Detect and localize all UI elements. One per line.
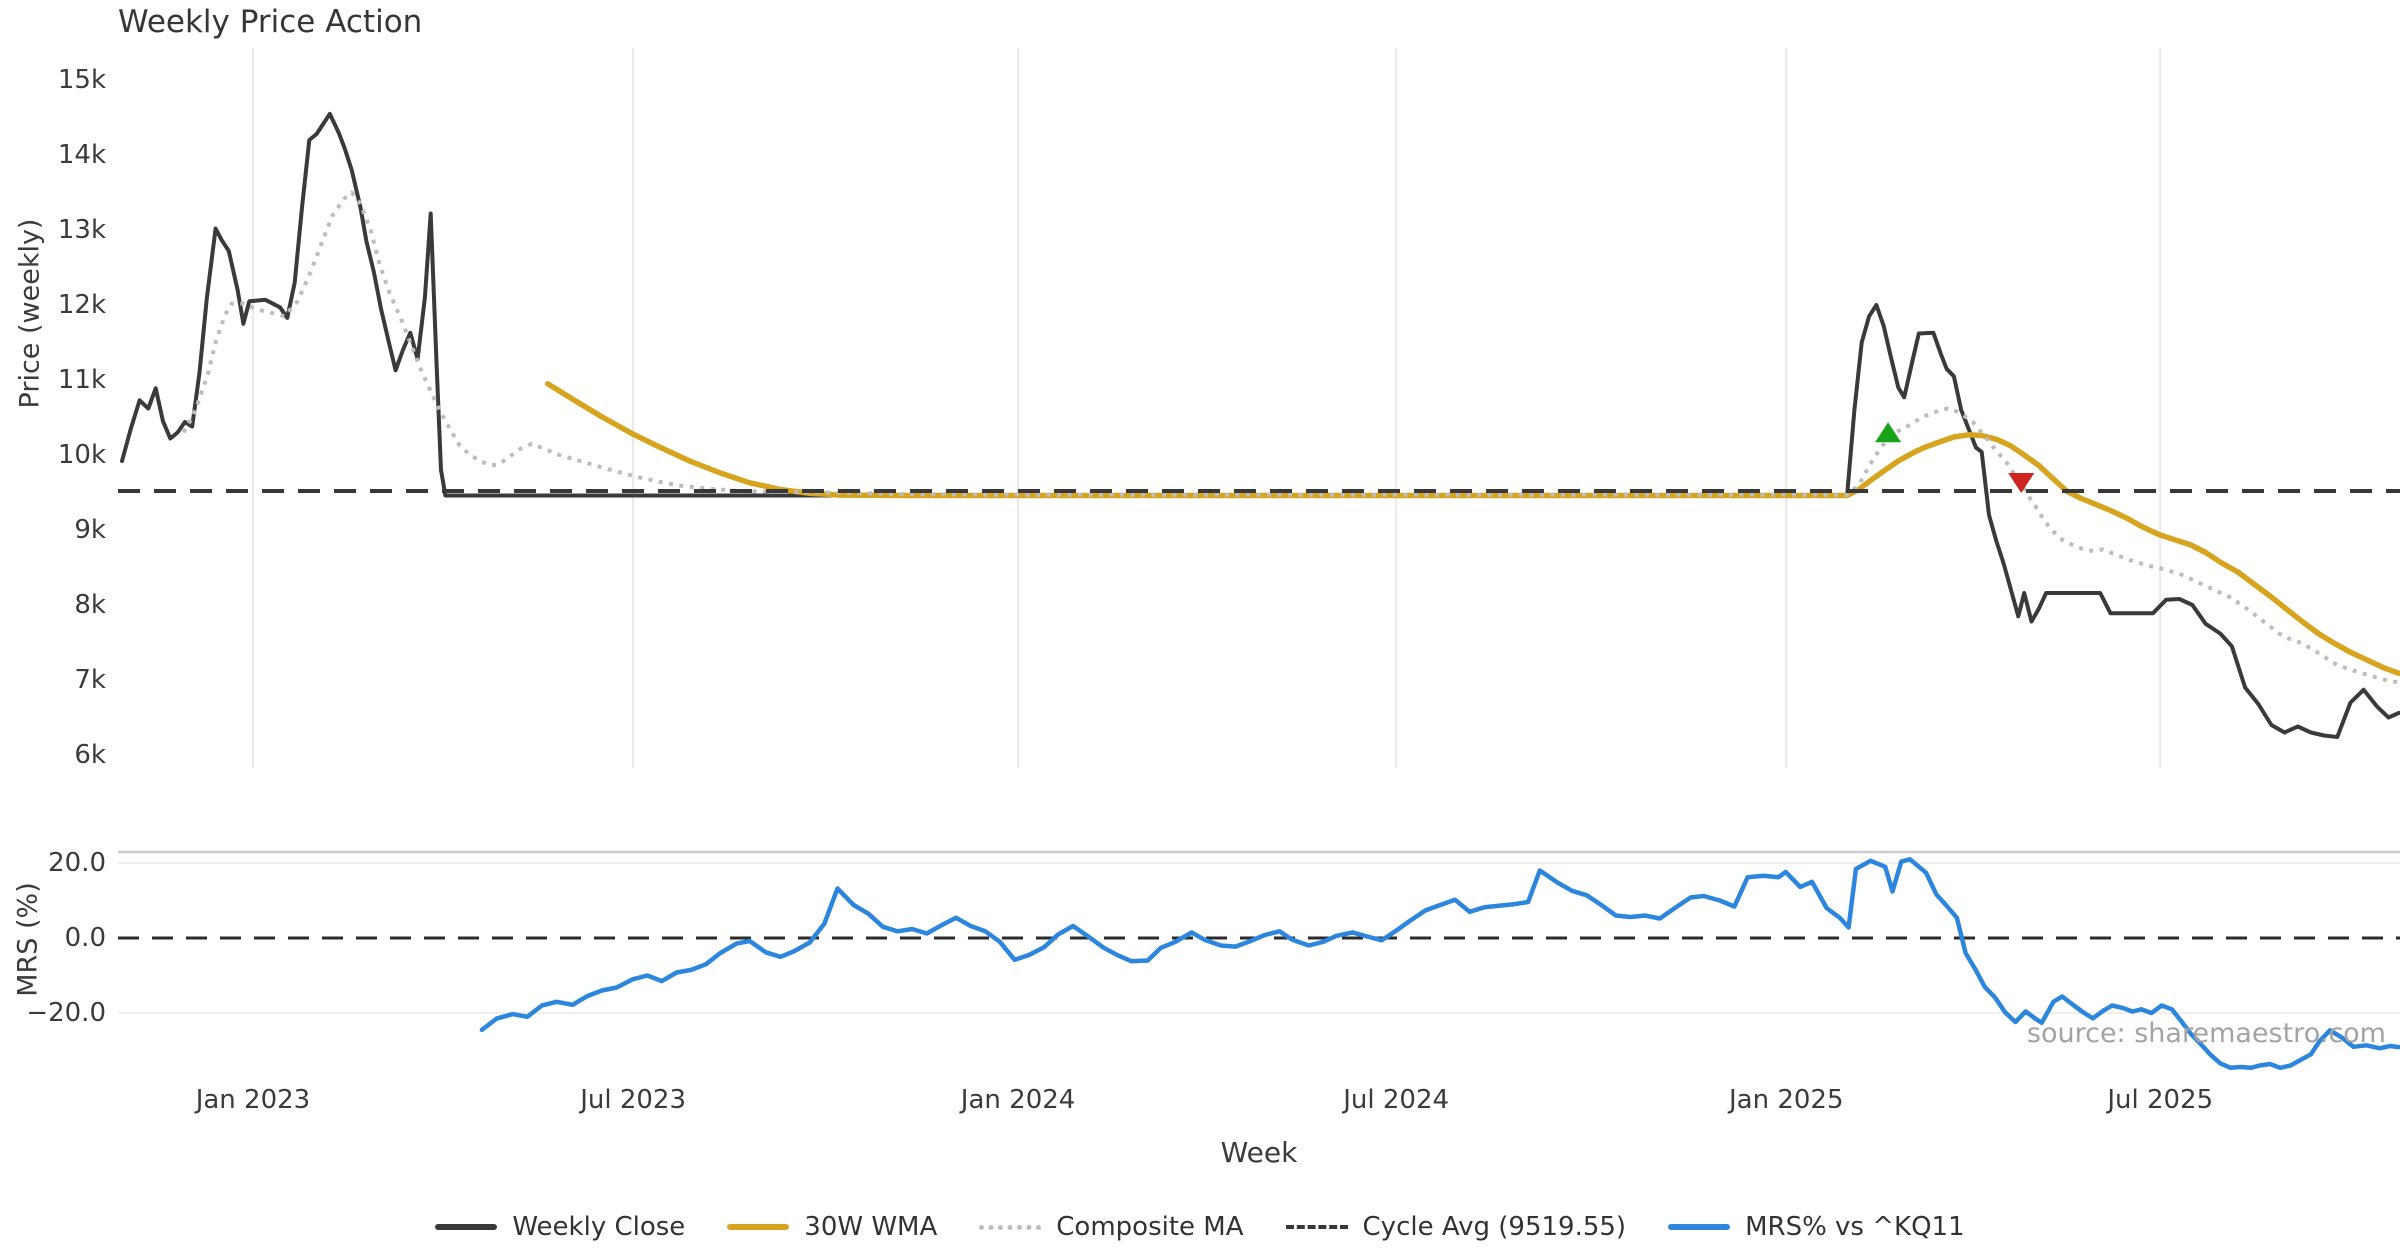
legend-label: Composite MA <box>1056 1212 1244 1242</box>
legend-swatch-solid-icon <box>727 1224 790 1230</box>
sell-signal-marker-icon <box>2008 473 2035 493</box>
weekly-close-line <box>120 111 2400 739</box>
legend-item: Cycle Avg (9519.55) <box>1285 1212 1627 1242</box>
legend-swatch-solid-icon <box>435 1224 498 1230</box>
mrs-tick-label: −20.0 <box>26 998 106 1028</box>
x-tick-label: Jul 2023 <box>580 1085 686 1115</box>
x-tick-label: Jan 2025 <box>1728 1085 1844 1115</box>
price-tick-label: 14k <box>57 140 106 170</box>
source-note: source: sharemaestro.com <box>2026 1018 2386 1049</box>
price-tick-label: 9k <box>74 515 106 545</box>
legend-swatch-dashed-icon <box>1285 1225 1348 1229</box>
x-tick-label: Jan 2024 <box>960 1085 1076 1115</box>
x-tick-label: Jul 2025 <box>2107 1085 2214 1115</box>
price-tick-label: 7k <box>74 665 106 695</box>
legend-label: MRS% vs ^KQ11 <box>1745 1212 1965 1242</box>
legend-item: MRS% vs ^KQ11 <box>1668 1212 1965 1242</box>
composite-ma-line <box>181 190 2399 685</box>
wma-line <box>545 381 2400 677</box>
legend-label: Cycle Avg (9519.55) <box>1362 1212 1627 1242</box>
price-tick-label: 10k <box>57 440 106 470</box>
chart-title: Weekly Price Action <box>118 4 423 40</box>
legend-swatch-dotted-icon <box>979 1224 1042 1230</box>
x-tick-label: Jan 2023 <box>195 1085 311 1115</box>
price-tick-label: 15k <box>57 65 106 95</box>
mrs-line <box>479 857 2400 1071</box>
legend-swatch-solid-icon <box>1668 1224 1731 1230</box>
price-tick-label: 8k <box>74 590 106 620</box>
price-tick-label: 11k <box>57 365 106 395</box>
legend-label: 30W WMA <box>804 1212 938 1242</box>
legend-item: 30W WMA <box>727 1212 937 1242</box>
legend: Weekly Close 30W WMA Composite MA Cycle Avg… <box>0 1212 2400 1242</box>
legend-label: Weekly Close <box>512 1212 686 1242</box>
legend-item: Weekly Close <box>435 1212 685 1242</box>
x-tick-label: Jul 2024 <box>1343 1085 1450 1115</box>
mrs-tick-label: 0.0 <box>64 923 106 953</box>
x-axis-label: Week <box>1220 1136 1298 1169</box>
legend-item: Composite MA <box>979 1212 1244 1242</box>
buy-signal-marker-icon <box>1875 422 1902 443</box>
price-tick-label: 6k <box>74 740 106 770</box>
mrs-tick-label: 20.0 <box>48 848 106 878</box>
price-tick-label: 13k <box>57 215 106 245</box>
price-tick-label: 12k <box>57 290 106 320</box>
